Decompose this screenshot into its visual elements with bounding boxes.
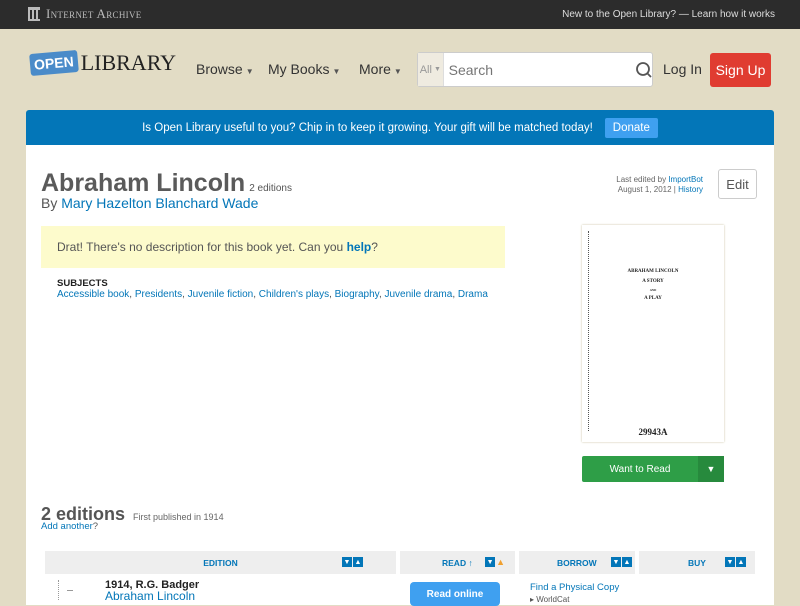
cover-line: A PLAY bbox=[644, 296, 662, 301]
search-icon[interactable] bbox=[630, 60, 652, 80]
column-buy: BUY ▼ ▲ bbox=[639, 551, 755, 574]
caret-down-icon: ▼ bbox=[332, 67, 341, 76]
find-physical-copy-link[interactable]: Find a Physical Copy bbox=[530, 582, 620, 593]
cover-line: AND bbox=[649, 288, 657, 292]
donation-text: Is Open Library useful to you? Chip in t… bbox=[142, 121, 593, 134]
book-cover[interactable]: ABRAHAM LINCOLN A STORY AND A PLAY 29943… bbox=[582, 225, 724, 442]
sort-buy-link[interactable]: BUY bbox=[688, 557, 706, 568]
book-title-text: Abraham Lincoln bbox=[41, 169, 246, 197]
search-scope-label: All bbox=[419, 63, 432, 76]
read-online-button[interactable]: Read online bbox=[410, 582, 500, 606]
cover-number: 29943A bbox=[638, 427, 668, 437]
subject-link[interactable]: Biography bbox=[334, 289, 379, 300]
by-label: By bbox=[41, 195, 58, 211]
caret-down-icon: ▼ bbox=[433, 66, 441, 73]
donation-banner: Is Open Library useful to you? Chip in t… bbox=[26, 110, 774, 145]
description-text: Drat! There's no description for this bo… bbox=[57, 240, 344, 254]
subjects-section: SUBJECTS Accessible book, Presidents, Ju… bbox=[57, 278, 488, 300]
sort-read-link[interactable]: READ ↑ bbox=[442, 557, 473, 568]
subjects-label: SUBJECTS bbox=[57, 278, 108, 289]
dropdown-caret-icon[interactable]: ▼ bbox=[698, 456, 724, 482]
add-another: Add another? bbox=[41, 521, 98, 532]
byline: By Mary Hazelton Blanchard Wade bbox=[41, 195, 258, 211]
sort-desc-icon[interactable]: ▼ bbox=[611, 557, 621, 567]
top-bar: Internet Archive New to the Open Library… bbox=[0, 0, 800, 29]
sort-desc-icon[interactable]: ▼ bbox=[485, 557, 496, 567]
donate-button[interactable]: Donate bbox=[604, 117, 658, 138]
internet-archive-logo[interactable]: Internet Archive bbox=[28, 6, 142, 22]
separator: , bbox=[129, 289, 135, 300]
last-edited-label: Last edited by bbox=[616, 175, 667, 184]
edition-publish-info: 1914, R.G. Badger bbox=[105, 579, 200, 591]
description-suffix: ? bbox=[371, 240, 378, 254]
search-bar: All ▼ bbox=[417, 52, 653, 87]
sort-desc-icon[interactable]: ▼ bbox=[342, 557, 352, 567]
sort-asc-icon[interactable]: ▲ bbox=[736, 557, 746, 567]
separator: , bbox=[329, 289, 335, 300]
sort-desc-icon[interactable]: ▼ bbox=[725, 557, 735, 567]
sort-asc-icon[interactable]: ▲ bbox=[353, 557, 363, 567]
editions-heading: 2 editions First published in 1914 bbox=[41, 504, 224, 525]
separator: , bbox=[253, 289, 259, 300]
editions-count: 2 editions bbox=[249, 183, 292, 194]
edition-title-link[interactable]: Abraham Lincoln bbox=[105, 589, 196, 603]
editor-link[interactable]: ImportBot bbox=[668, 175, 703, 184]
want-to-read-button: Want to Read ▼ bbox=[582, 456, 724, 482]
nav-more-label: More bbox=[359, 61, 391, 77]
sort-edition-link[interactable]: EDITION bbox=[203, 557, 238, 568]
signup-button[interactable]: Sign Up bbox=[710, 53, 771, 87]
nav-browse[interactable]: Browse ▼ bbox=[196, 61, 254, 77]
column-edition: EDITION ▼ ▲ bbox=[45, 551, 396, 574]
add-another-suffix: ? bbox=[92, 521, 99, 532]
nav-my-books[interactable]: My Books ▼ bbox=[268, 61, 340, 77]
logo-open-badge: OPEN bbox=[29, 49, 79, 77]
editions-heading-text: 2 editions bbox=[41, 504, 126, 524]
logo-library-text: LIBRARY bbox=[80, 50, 177, 75]
book-title: Abraham Lincoln 2 editions bbox=[41, 169, 292, 198]
new-user-notice: New to the Open Library? — Learn how it … bbox=[562, 9, 775, 20]
nav-browse-label: Browse bbox=[196, 61, 243, 77]
new-user-text: New to the Open Library? — bbox=[562, 9, 689, 20]
author-link[interactable]: Mary Hazelton Blanchard Wade bbox=[61, 195, 259, 211]
archive-building-icon bbox=[28, 7, 40, 21]
column-read: READ ↑ ▼ ▲ bbox=[400, 551, 515, 574]
subject-link[interactable]: Presidents bbox=[134, 289, 183, 300]
want-to-read-main[interactable]: Want to Read bbox=[609, 463, 671, 475]
subject-link[interactable]: Juvenile drama bbox=[384, 289, 453, 300]
separator: , bbox=[452, 289, 458, 300]
separator: , bbox=[378, 289, 385, 300]
subject-link[interactable]: Accessible book bbox=[57, 289, 130, 300]
subject-link[interactable]: Children's plays bbox=[258, 289, 330, 300]
subject-link[interactable]: Drama bbox=[457, 289, 488, 300]
edited-date: August 1, 2012 | bbox=[617, 185, 676, 194]
first-published: First published in 1914 bbox=[133, 512, 224, 522]
separator: , bbox=[182, 289, 188, 300]
edit-info: Last edited by ImportBot August 1, 2012 … bbox=[560, 175, 703, 195]
edit-button[interactable]: Edit bbox=[718, 169, 757, 199]
sort-asc-icon[interactable]: ▲ bbox=[622, 557, 632, 567]
sort-asc-active-icon[interactable]: ▲ bbox=[496, 557, 505, 567]
column-borrow: BORROW ▼ ▲ bbox=[519, 551, 635, 574]
search-input[interactable] bbox=[443, 61, 630, 78]
learn-how-link[interactable]: Learn how it works bbox=[691, 9, 775, 20]
edition-thumbnail[interactable] bbox=[58, 580, 78, 600]
cover-title-line: ABRAHAM LINCOLN bbox=[627, 269, 679, 274]
internet-archive-label: Internet Archive bbox=[46, 6, 142, 21]
login-link[interactable]: Log In bbox=[663, 61, 702, 77]
caret-down-icon: ▼ bbox=[393, 67, 402, 76]
subject-link[interactable]: Juvenile fiction bbox=[187, 289, 254, 300]
nav-my-books-label: My Books bbox=[268, 61, 330, 77]
open-library-logo[interactable]: OPEN LIBRARY bbox=[29, 49, 177, 77]
cover-line: A STORY bbox=[642, 279, 664, 284]
description-box: Drat! There's no description for this bo… bbox=[41, 226, 505, 268]
add-another-link[interactable]: Add another bbox=[41, 521, 93, 532]
nav-more[interactable]: More ▼ bbox=[359, 61, 402, 77]
caret-down-icon: ▼ bbox=[245, 67, 254, 76]
help-link[interactable]: help bbox=[346, 240, 372, 254]
history-link[interactable]: History bbox=[678, 185, 703, 194]
search-scope-select[interactable]: All ▼ bbox=[418, 53, 444, 86]
sort-borrow-link[interactable]: BORROW bbox=[557, 557, 597, 568]
